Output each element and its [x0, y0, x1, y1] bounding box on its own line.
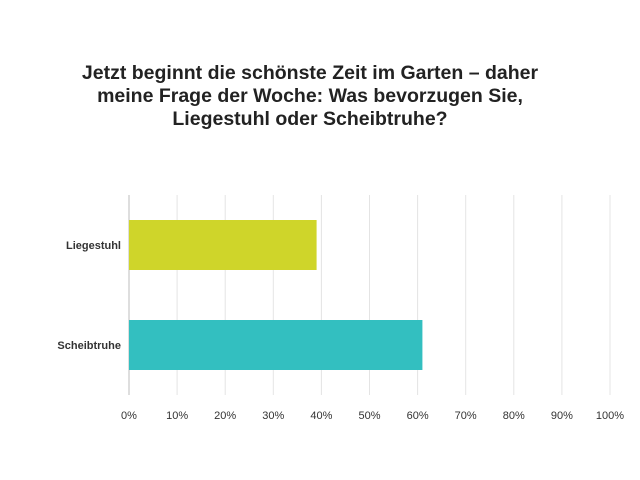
x-tick-label: 100%: [596, 410, 624, 422]
x-tick-label: 60%: [407, 410, 429, 422]
labels: 0% 10% 20% 30% 40% 50% 60% 70% 80% 90% 100% Liegest…: [57, 240, 624, 422]
x-tick-label: 10%: [166, 410, 188, 422]
x-tick-label: 80%: [503, 410, 525, 422]
category-label: Liegestuhl: [66, 240, 121, 252]
x-tick-label: 30%: [262, 410, 284, 422]
x-tick-label: 50%: [358, 410, 380, 422]
x-tick-label: 40%: [310, 410, 332, 422]
x-tick-label: 0%: [121, 410, 137, 422]
x-tick-label: 20%: [214, 410, 236, 422]
category-label: Scheibtruhe: [57, 340, 121, 352]
chart-title: Jetzt beginnt die schönste Zeit im Garte…: [81, 62, 539, 130]
bars: [129, 220, 423, 370]
x-tick-label: 70%: [455, 410, 477, 422]
x-tick-label: 90%: [551, 410, 573, 422]
bar-scheibtruhe: [129, 320, 423, 370]
bar-liegestuhl: [129, 220, 317, 270]
